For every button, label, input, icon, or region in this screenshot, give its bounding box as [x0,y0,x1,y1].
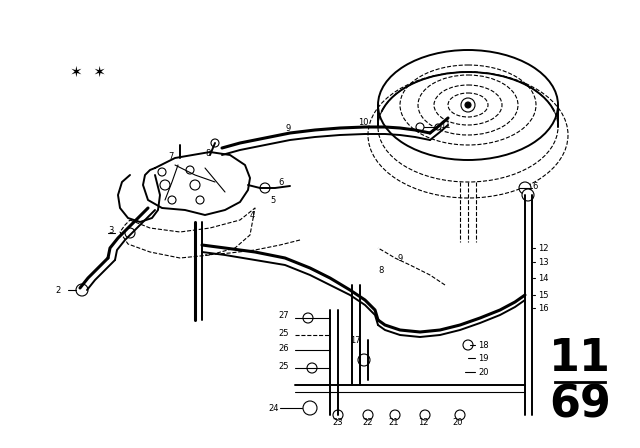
Text: 25: 25 [278,362,289,370]
Circle shape [333,410,343,420]
Circle shape [455,410,465,420]
Text: 20: 20 [452,418,463,426]
Text: 9: 9 [285,124,291,133]
Circle shape [465,102,471,108]
Text: 8: 8 [378,266,383,275]
Text: 21: 21 [388,418,399,426]
Circle shape [260,183,270,193]
Circle shape [76,284,88,296]
Text: 13: 13 [538,258,548,267]
Text: 18: 18 [478,340,488,349]
Text: 19: 19 [478,353,488,362]
Text: 12: 12 [418,418,429,426]
Text: 26: 26 [278,344,289,353]
Text: 24: 24 [268,404,278,413]
Text: 10: 10 [358,117,369,126]
Circle shape [196,196,204,204]
Circle shape [186,166,194,174]
Text: 16: 16 [538,303,548,313]
Text: 5: 5 [270,195,275,204]
Circle shape [307,363,317,373]
Circle shape [463,340,473,350]
Text: 4: 4 [250,211,255,220]
Text: 6: 6 [532,181,538,190]
Text: 23: 23 [332,418,342,426]
Circle shape [519,182,531,194]
Text: 2: 2 [55,285,60,294]
Text: 8: 8 [205,148,211,158]
Circle shape [420,410,430,420]
Text: 17: 17 [350,336,360,345]
Circle shape [125,228,135,238]
Text: 9: 9 [398,254,403,263]
Circle shape [390,410,400,420]
Text: 7: 7 [168,151,173,160]
Text: 11: 11 [440,121,451,129]
Text: 25: 25 [278,328,289,337]
Text: 15: 15 [538,290,548,300]
Circle shape [522,189,534,201]
Circle shape [416,123,424,131]
Circle shape [158,168,166,176]
Circle shape [168,196,176,204]
Text: 69: 69 [549,383,611,426]
Circle shape [303,313,313,323]
Circle shape [363,410,373,420]
Text: 11: 11 [549,336,611,379]
Text: ✶  ✶: ✶ ✶ [70,65,106,79]
Circle shape [461,98,475,112]
Circle shape [190,180,200,190]
Circle shape [358,354,370,366]
Circle shape [211,139,219,147]
Text: 14: 14 [538,273,548,283]
Text: 6: 6 [278,177,284,186]
Circle shape [160,180,170,190]
Text: 27: 27 [278,310,289,319]
Circle shape [303,401,317,415]
Text: 12: 12 [538,244,548,253]
Text: 3: 3 [108,225,113,234]
Text: 22: 22 [362,418,372,426]
Text: 20: 20 [478,367,488,376]
